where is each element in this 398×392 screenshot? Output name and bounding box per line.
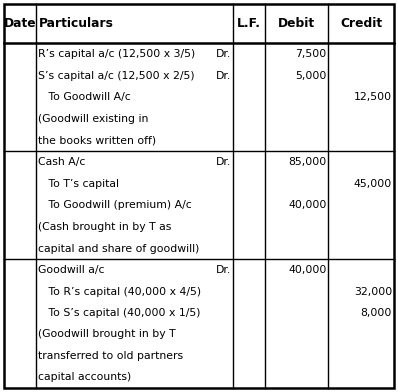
Text: 12,500: 12,500 bbox=[354, 93, 392, 102]
Text: (Goodwill existing in: (Goodwill existing in bbox=[38, 114, 148, 124]
Text: Dr.: Dr. bbox=[216, 265, 231, 275]
Text: Debit: Debit bbox=[278, 17, 315, 30]
Text: To T’s capital: To T’s capital bbox=[38, 179, 119, 189]
Text: 8,000: 8,000 bbox=[361, 308, 392, 318]
Text: Dr.: Dr. bbox=[216, 157, 231, 167]
Text: To S’s capital (40,000 x 1/5): To S’s capital (40,000 x 1/5) bbox=[38, 308, 201, 318]
Text: Credit: Credit bbox=[340, 17, 382, 30]
Text: R’s capital a/c (12,500 x 3/5): R’s capital a/c (12,500 x 3/5) bbox=[38, 49, 195, 59]
Text: Cash A/c: Cash A/c bbox=[38, 157, 85, 167]
Text: To Goodwill A/c: To Goodwill A/c bbox=[38, 93, 131, 102]
Text: transferred to old partners: transferred to old partners bbox=[38, 351, 183, 361]
Text: Goodwill a/c: Goodwill a/c bbox=[38, 265, 105, 275]
Text: Date: Date bbox=[4, 17, 36, 30]
Text: the books written off): the books written off) bbox=[38, 136, 156, 145]
Text: L.F.: L.F. bbox=[237, 17, 261, 30]
Text: 7,500: 7,500 bbox=[295, 49, 326, 59]
Text: To R’s capital (40,000 x 4/5): To R’s capital (40,000 x 4/5) bbox=[38, 287, 201, 297]
Text: capital and share of goodwill): capital and share of goodwill) bbox=[38, 244, 199, 254]
Text: S’s capital a/c (12,500 x 2/5): S’s capital a/c (12,500 x 2/5) bbox=[38, 71, 195, 81]
Text: 5,000: 5,000 bbox=[295, 71, 326, 81]
Text: 45,000: 45,000 bbox=[354, 179, 392, 189]
Text: 85,000: 85,000 bbox=[288, 157, 326, 167]
Text: To Goodwill (premium) A/c: To Goodwill (premium) A/c bbox=[38, 200, 192, 211]
Text: Dr.: Dr. bbox=[216, 71, 231, 81]
Text: 40,000: 40,000 bbox=[288, 265, 326, 275]
Text: Particulars: Particulars bbox=[39, 17, 114, 30]
Text: 40,000: 40,000 bbox=[288, 200, 326, 211]
Text: 32,000: 32,000 bbox=[354, 287, 392, 297]
Text: (Goodwill brought in by T: (Goodwill brought in by T bbox=[38, 329, 176, 339]
Text: (Cash brought in by T as: (Cash brought in by T as bbox=[38, 222, 172, 232]
Text: Dr.: Dr. bbox=[216, 49, 231, 59]
Text: capital accounts): capital accounts) bbox=[38, 372, 131, 382]
